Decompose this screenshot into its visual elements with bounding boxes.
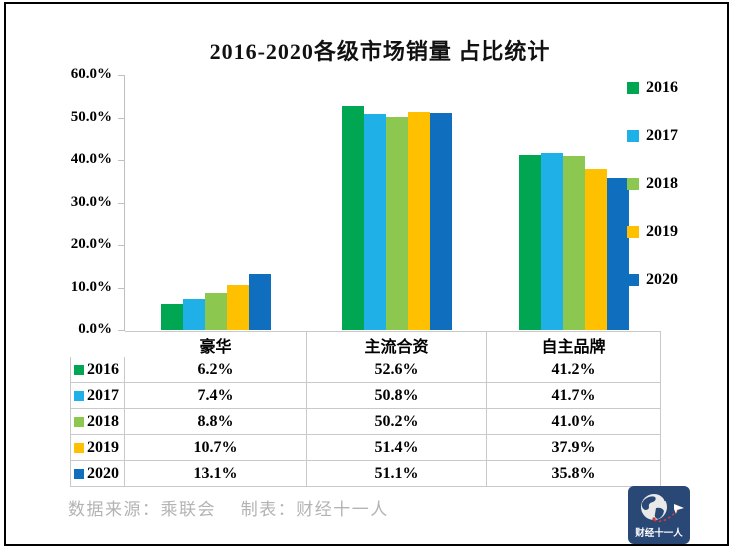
row-year-label: 2016 xyxy=(87,360,119,378)
legend-label: 2018 xyxy=(646,175,678,192)
legend-item-2016: 2016 xyxy=(627,64,678,112)
bar-2020-自主品牌 xyxy=(607,178,629,330)
bar-2020-主流合资 xyxy=(430,113,452,330)
table-value-2019-主流合资: 51.4% xyxy=(307,435,487,461)
table-header-cell: 自主品牌 xyxy=(487,331,661,358)
legend-label: 2020 xyxy=(646,271,678,288)
table-value-2019-豪华: 10.7% xyxy=(125,435,307,461)
y-axis-line xyxy=(124,75,125,331)
legend-label: 2019 xyxy=(646,223,678,240)
bar-2019-自主品牌 xyxy=(585,169,607,330)
chart-legend: 2016 2017 2018 2019 2020 xyxy=(627,64,678,304)
table-corner-cell xyxy=(70,331,125,358)
y-axis-tick-label: 10.0% xyxy=(70,278,112,295)
legend-label: 2017 xyxy=(646,127,678,144)
bar-2018-主流合资 xyxy=(386,117,408,330)
bar-2016-自主品牌 xyxy=(519,155,541,330)
legend-item-2019: 2019 xyxy=(627,208,678,256)
y-axis-tick-label: 0.0% xyxy=(78,321,112,337)
y-axis-tick-label: 40.0% xyxy=(70,151,112,167)
bar-2019-豪华 xyxy=(227,285,249,330)
y-axis-tick-mark xyxy=(118,75,124,76)
bar-group-1 xyxy=(125,75,307,330)
y-axis-tick-mark xyxy=(118,202,124,204)
bar-2017-豪华 xyxy=(183,299,205,330)
bar-2017-主流合资 xyxy=(364,114,386,330)
legend-swatch-icon xyxy=(627,226,639,238)
table-row-label-2017: 2017 xyxy=(70,383,125,409)
row-year-label: 2017 xyxy=(87,386,119,404)
bar-group-2 xyxy=(307,75,487,330)
y-axis-tick-mark xyxy=(118,117,124,119)
y-axis-tick-mark xyxy=(118,160,124,161)
y-axis-tick-mark xyxy=(118,245,124,246)
y-axis-tick-mark xyxy=(118,287,124,289)
table-value-2016-自主品牌: 41.2% xyxy=(487,357,661,383)
legend-item-2018: 2018 xyxy=(627,160,678,208)
table-row-label-2018: 2018 xyxy=(70,409,125,435)
legend-swatch-icon xyxy=(627,274,639,286)
table-value-2017-豪华: 7.4% xyxy=(125,383,307,409)
table-value-2018-豪华: 8.8% xyxy=(125,409,307,435)
table-value-2018-主流合资: 50.2% xyxy=(307,409,487,435)
bar-2018-豪华 xyxy=(205,293,227,330)
legend-item-2020: 2020 xyxy=(627,256,678,304)
row-year-label: 2020 xyxy=(87,464,119,482)
legend-swatch-icon xyxy=(627,130,639,142)
bar-2019-主流合资 xyxy=(408,112,430,330)
row-key-swatch-icon xyxy=(74,364,84,375)
table-value-2019-自主品牌: 37.9% xyxy=(487,435,661,461)
legend-label: 2016 xyxy=(646,79,678,96)
row-key-swatch-icon xyxy=(74,442,84,453)
table-header-cell: 豪华 xyxy=(125,331,307,358)
table-row-label-2019: 2019 xyxy=(70,435,125,461)
row-key-swatch-icon xyxy=(74,468,84,479)
table-value-2018-自主品牌: 41.0% xyxy=(487,409,661,435)
chart-title: 2016-2020各级市场销量 占比统计 xyxy=(209,39,551,64)
row-key-swatch-icon xyxy=(74,416,84,427)
table-value-2020-自主品牌: 35.8% xyxy=(487,461,661,487)
bar-2017-自主品牌 xyxy=(541,153,563,330)
bar-2016-主流合资 xyxy=(342,106,364,330)
bar-plot-area xyxy=(125,75,661,330)
publisher-logo: 财经十一人 xyxy=(628,486,690,544)
table-row-label-2016: 2016 xyxy=(70,357,125,383)
legend-swatch-icon xyxy=(627,178,639,190)
row-year-label: 2018 xyxy=(87,412,119,430)
table-value-2020-主流合资: 51.1% xyxy=(307,461,487,487)
globe-plane-logo-icon: 财经十一人 xyxy=(634,494,684,539)
table-header-cell: 主流合资 xyxy=(307,331,487,358)
table-value-2017-自主品牌: 41.7% xyxy=(487,383,661,409)
bar-2016-豪华 xyxy=(161,304,183,330)
row-key-swatch-icon xyxy=(74,390,84,401)
y-axis-tick-label: 60.0% xyxy=(70,66,112,82)
table-value-2016-主流合资: 52.6% xyxy=(307,357,487,383)
bar-group-3 xyxy=(487,75,661,330)
y-axis-tick-mark xyxy=(118,330,124,331)
table-row-label-2020: 2020 xyxy=(70,461,125,487)
y-axis-tick-label: 30.0% xyxy=(70,193,112,210)
legend-item-2017: 2017 xyxy=(627,112,678,160)
chart-data-table: 豪华 主流合资 自主品牌 2016 6.2% 52.6% 41.2% 2017 7.4% 50.8… xyxy=(70,331,661,487)
y-axis-tick-label: 50.0% xyxy=(70,108,112,125)
table-value-2016-豪华: 6.2% xyxy=(125,357,307,383)
table-value-2017-主流合资: 50.8% xyxy=(307,383,487,409)
legend-swatch-icon xyxy=(627,82,639,94)
table-value-2020-豪华: 13.1% xyxy=(125,461,307,487)
row-year-label: 2019 xyxy=(87,438,119,456)
y-axis-tick-label: 20.0% xyxy=(70,236,112,252)
bar-2018-自主品牌 xyxy=(563,156,585,330)
svg-text:财经十一人: 财经十一人 xyxy=(634,527,683,539)
source-note: 数据来源：乘联会 制表：财经十一人 xyxy=(68,500,389,519)
bar-2020-豪华 xyxy=(249,274,271,330)
